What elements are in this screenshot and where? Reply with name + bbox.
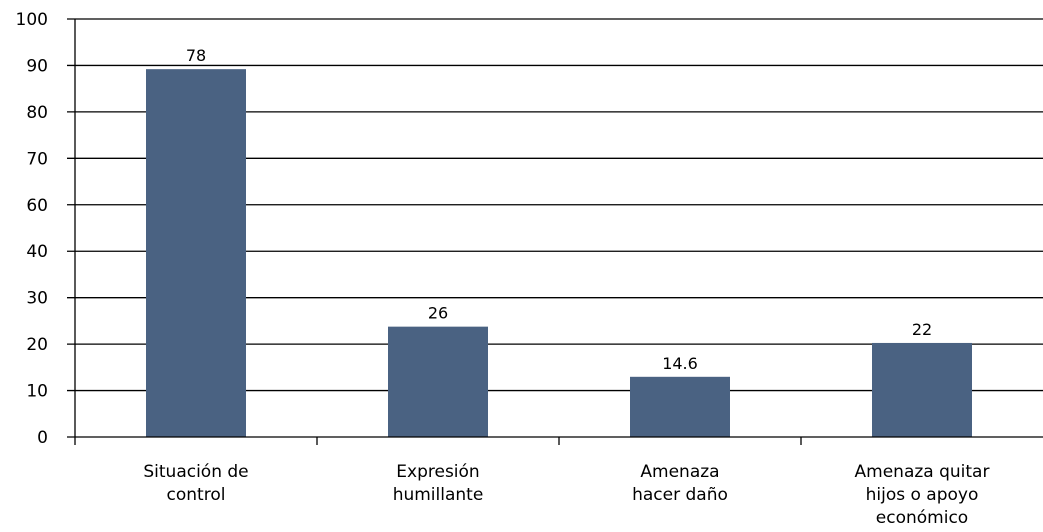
category-label-line: Expresión bbox=[396, 462, 479, 482]
y-tick-label: 90 bbox=[26, 56, 48, 76]
category-label-line: control bbox=[167, 485, 226, 505]
bar bbox=[872, 342, 972, 437]
y-tick-label: 100 bbox=[16, 10, 48, 30]
category-label-line: hijos o apoyo bbox=[866, 485, 979, 505]
category-label: Amenaza quitar hijos o apoyo económico bbox=[855, 462, 990, 528]
bar-value-label: 14.6 bbox=[662, 354, 698, 373]
bar-value-label: 26 bbox=[428, 304, 448, 323]
y-tick-label: 80 bbox=[26, 103, 48, 123]
category-label: Expresión humillante bbox=[393, 462, 484, 505]
bar-value-label: 22 bbox=[912, 320, 932, 339]
y-axis-ticks: 0 10 20 30 40 60 70 80 90 100 bbox=[16, 10, 48, 448]
bar-value-label: 78 bbox=[186, 46, 206, 65]
x-axis bbox=[67, 19, 1043, 445]
y-tick-label: 30 bbox=[26, 289, 48, 309]
bar bbox=[630, 376, 730, 437]
y-tick-label: 20 bbox=[26, 335, 48, 355]
y-tick-label: 40 bbox=[26, 242, 48, 262]
category-label-line: Amenaza bbox=[640, 462, 719, 482]
category-label-line: hacer daño bbox=[632, 485, 728, 505]
bar bbox=[146, 69, 246, 437]
bars bbox=[146, 69, 972, 437]
category-label-line: Amenaza quitar bbox=[855, 462, 990, 482]
category-label-line: económico bbox=[876, 508, 968, 528]
y-tick-label: 10 bbox=[26, 382, 48, 402]
y-tick-label: 70 bbox=[26, 149, 48, 169]
category-label: Situación de control bbox=[143, 462, 248, 505]
bar bbox=[388, 326, 488, 437]
category-label: Amenaza hacer daño bbox=[632, 462, 728, 505]
category-label-line: humillante bbox=[393, 485, 484, 505]
category-labels: Situación de control Expresión humillante Am… bbox=[143, 462, 989, 528]
y-tick-label: 0 bbox=[37, 428, 48, 448]
y-tick-label: 60 bbox=[26, 196, 48, 216]
category-label-line: Situación de bbox=[143, 462, 248, 482]
value-labels: 78 26 14.6 22 bbox=[186, 46, 932, 373]
